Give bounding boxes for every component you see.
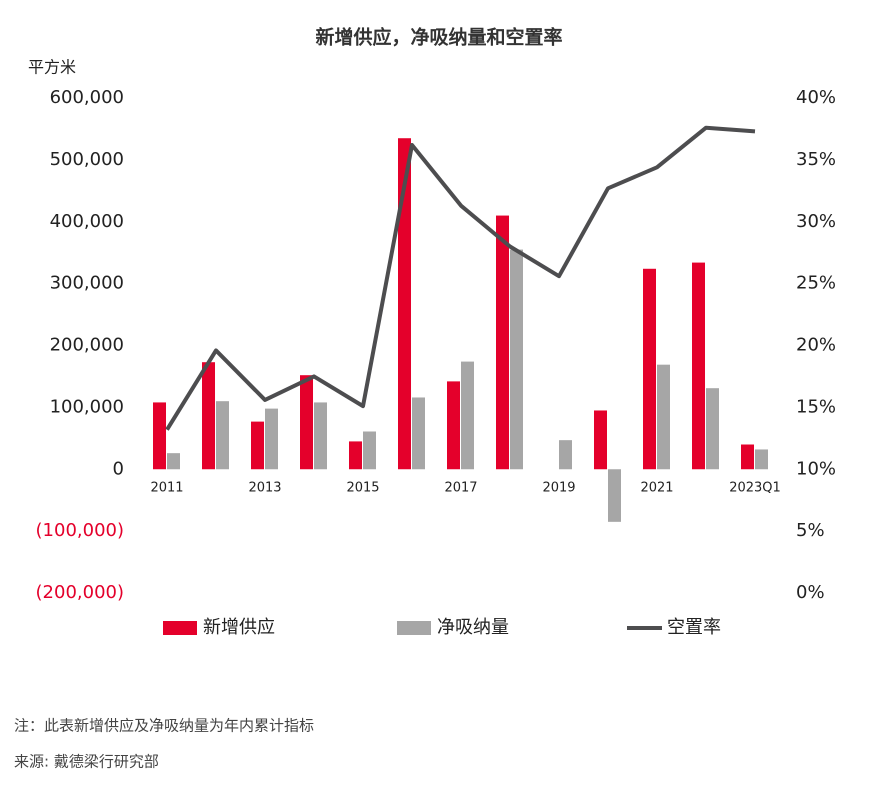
y-tick-label: 500,000 <box>50 149 124 170</box>
bar <box>510 249 523 470</box>
bar <box>265 408 278 470</box>
bar <box>300 375 313 470</box>
legend-swatch <box>163 621 197 635</box>
legend-swatch <box>397 621 431 635</box>
bar <box>447 381 460 470</box>
bar <box>559 440 572 470</box>
bar <box>657 364 670 470</box>
legend-label: 净吸纳量 <box>437 617 509 638</box>
y2-tick-label: 10% <box>796 458 836 479</box>
x-tick-label: 2019 <box>542 481 575 496</box>
bar <box>755 449 768 470</box>
bar <box>349 441 362 470</box>
legend-label: 空置率 <box>667 617 721 638</box>
y2-tick-label: 15% <box>796 396 836 417</box>
bar <box>594 410 607 470</box>
y-tick-label: 400,000 <box>50 211 124 232</box>
line <box>165 125 756 431</box>
y-tick-label: 300,000 <box>50 273 124 294</box>
y2-tick-label: 0% <box>796 582 825 603</box>
y2-tick-label: 30% <box>796 211 836 232</box>
note: 注：此表新增供应及净吸纳量为年内累计指标 <box>14 717 314 735</box>
y-tick-label: (200,000) <box>36 582 124 603</box>
bar <box>202 362 215 470</box>
y2-tick-label: 5% <box>796 520 825 541</box>
y-axis-label: 平方米 <box>28 58 76 77</box>
y2-tick-label: 25% <box>796 273 836 294</box>
note: 来源: 戴德梁行研究部 <box>14 753 159 771</box>
bar <box>363 431 376 470</box>
bar <box>398 138 411 470</box>
y-tick-label: 0 <box>113 458 124 479</box>
bar <box>643 268 656 470</box>
x-tick-label: 2023Q1 <box>729 481 781 496</box>
legend-label: 新增供应 <box>203 617 275 638</box>
bar <box>412 397 425 470</box>
bar <box>251 421 264 470</box>
y-tick-label: 200,000 <box>50 335 124 356</box>
bar <box>216 401 229 470</box>
x-tick-label: 2013 <box>248 481 281 496</box>
bar <box>167 453 180 470</box>
bar <box>461 361 474 470</box>
y2-tick-label: 40% <box>796 87 836 108</box>
bar <box>608 469 621 522</box>
x-tick-label: 2017 <box>444 481 477 496</box>
y2-tick-label: 35% <box>796 149 836 170</box>
x-tick-label: 2021 <box>640 481 673 496</box>
bar <box>314 402 327 470</box>
bar <box>692 262 705 470</box>
y-tick-label: (100,000) <box>36 520 124 541</box>
chart-title: 新增供应，净吸纳量和空置率 <box>315 26 562 49</box>
x-tick-label: 2015 <box>346 481 379 496</box>
y-tick-label: 600,000 <box>50 87 124 108</box>
bar <box>741 444 754 470</box>
y-tick-label: 100,000 <box>50 396 124 417</box>
bar <box>153 402 166 470</box>
y2-tick-label: 20% <box>796 335 836 356</box>
x-tick-label: 2011 <box>150 481 183 496</box>
bar <box>496 215 509 470</box>
bar <box>706 388 719 470</box>
